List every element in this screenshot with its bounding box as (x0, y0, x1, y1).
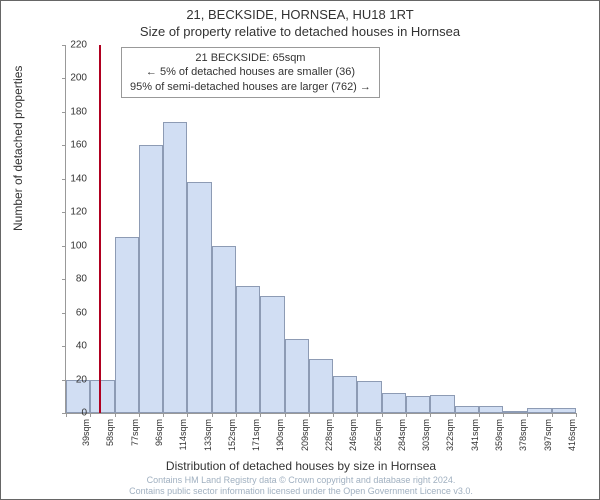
x-tick-label: 416sqm (567, 419, 577, 451)
y-tick-label: 80 (57, 274, 87, 285)
x-tick-label: 303sqm (421, 419, 431, 451)
x-tick-label: 341sqm (470, 419, 480, 451)
x-tick-label: 397sqm (543, 419, 553, 451)
y-tick-label: 140 (57, 173, 87, 184)
histogram-bar (382, 393, 406, 413)
chart-title-sub: Size of property relative to detached ho… (1, 24, 599, 39)
histogram-bar (406, 396, 430, 413)
x-tick-label: 228sqm (324, 419, 334, 451)
y-tick-label: 200 (57, 73, 87, 84)
histogram-bar (430, 395, 454, 413)
x-tick-line (430, 413, 431, 417)
histogram-bar (90, 380, 114, 413)
y-tick-label: 120 (57, 207, 87, 218)
x-tick-line (139, 413, 140, 417)
histogram-bar (479, 406, 503, 413)
histogram-bar (503, 411, 527, 413)
x-tick-line (406, 413, 407, 417)
x-tick-label: 133sqm (203, 419, 213, 451)
x-tick-label: 77sqm (130, 419, 140, 446)
x-tick-line (552, 413, 553, 417)
y-tick-label: 160 (57, 140, 87, 151)
x-tick-line (479, 413, 480, 417)
x-tick-label: 322sqm (445, 419, 455, 451)
y-tick-label: 0 (57, 408, 87, 419)
x-tick-line (212, 413, 213, 417)
x-tick-line (527, 413, 528, 417)
histogram-bar (285, 339, 309, 413)
histogram-bar (309, 359, 333, 413)
x-tick-label: 265sqm (373, 419, 383, 451)
x-tick-label: 96sqm (154, 419, 164, 446)
histogram-bar (212, 246, 236, 413)
x-tick-line (236, 413, 237, 417)
x-tick-line (576, 413, 577, 417)
histogram-bar (527, 408, 551, 413)
annotation-box: 21 BECKSIDE: 65sqm ← 5% of detached hous… (121, 47, 380, 98)
x-tick-label: 284sqm (397, 419, 407, 451)
chart-title-main: 21, BECKSIDE, HORNSEA, HU18 1RT (1, 7, 599, 22)
copyright-line-1: Contains HM Land Registry data © Crown c… (1, 475, 600, 486)
marker-line (99, 45, 101, 413)
x-tick-label: 171sqm (251, 419, 261, 451)
y-axis-label: Number of detached properties (11, 66, 25, 231)
histogram-bar (115, 237, 139, 413)
histogram-bar (139, 145, 163, 413)
x-axis-label: Distribution of detached houses by size … (1, 459, 600, 473)
x-tick-label: 378sqm (518, 419, 528, 451)
plot-area: 39sqm58sqm77sqm96sqm114sqm133sqm152sqm17… (65, 45, 576, 414)
chart-container: 21, BECKSIDE, HORNSEA, HU18 1RT Size of … (0, 0, 600, 500)
x-tick-label: 114sqm (178, 419, 188, 450)
chart-area: 39sqm58sqm77sqm96sqm114sqm133sqm152sqm17… (65, 45, 575, 413)
copyright-line-2: Contains public sector information licen… (1, 486, 600, 497)
x-tick-line (382, 413, 383, 417)
x-tick-label: 209sqm (300, 419, 310, 451)
y-tick-label: 20 (57, 374, 87, 385)
annotation-line-1: 21 BECKSIDE: 65sqm (130, 51, 371, 65)
x-tick-line (357, 413, 358, 417)
histogram-bar (333, 376, 357, 413)
x-tick-label: 152sqm (227, 419, 237, 451)
histogram-bar (187, 182, 211, 413)
histogram-bar (163, 122, 187, 413)
x-tick-label: 246sqm (348, 419, 358, 451)
copyright-block: Contains HM Land Registry data © Crown c… (1, 475, 600, 497)
y-tick-label: 40 (57, 341, 87, 352)
x-tick-line (115, 413, 116, 417)
x-tick-label: 39sqm (81, 419, 91, 446)
x-tick-label: 190sqm (275, 419, 285, 451)
histogram-bar (357, 381, 381, 413)
x-tick-line (260, 413, 261, 417)
y-tick-label: 220 (57, 40, 87, 51)
histogram-bar (552, 408, 576, 413)
x-tick-label: 359sqm (494, 419, 504, 451)
x-tick-line (503, 413, 504, 417)
x-tick-line (285, 413, 286, 417)
x-tick-line (187, 413, 188, 417)
annotation-line-3: 95% of semi-detached houses are larger (… (130, 80, 371, 94)
x-tick-line (163, 413, 164, 417)
histogram-bar (455, 406, 479, 413)
y-tick-label: 180 (57, 106, 87, 117)
annotation-line-2: ← 5% of detached houses are smaller (36) (130, 65, 371, 79)
x-tick-line (333, 413, 334, 417)
histogram-bar (260, 296, 284, 413)
x-tick-line (309, 413, 310, 417)
y-tick-label: 60 (57, 307, 87, 318)
x-tick-label: 58sqm (105, 419, 115, 446)
y-tick-label: 100 (57, 240, 87, 251)
histogram-bar (236, 286, 260, 413)
x-tick-line (455, 413, 456, 417)
x-tick-line (90, 413, 91, 417)
